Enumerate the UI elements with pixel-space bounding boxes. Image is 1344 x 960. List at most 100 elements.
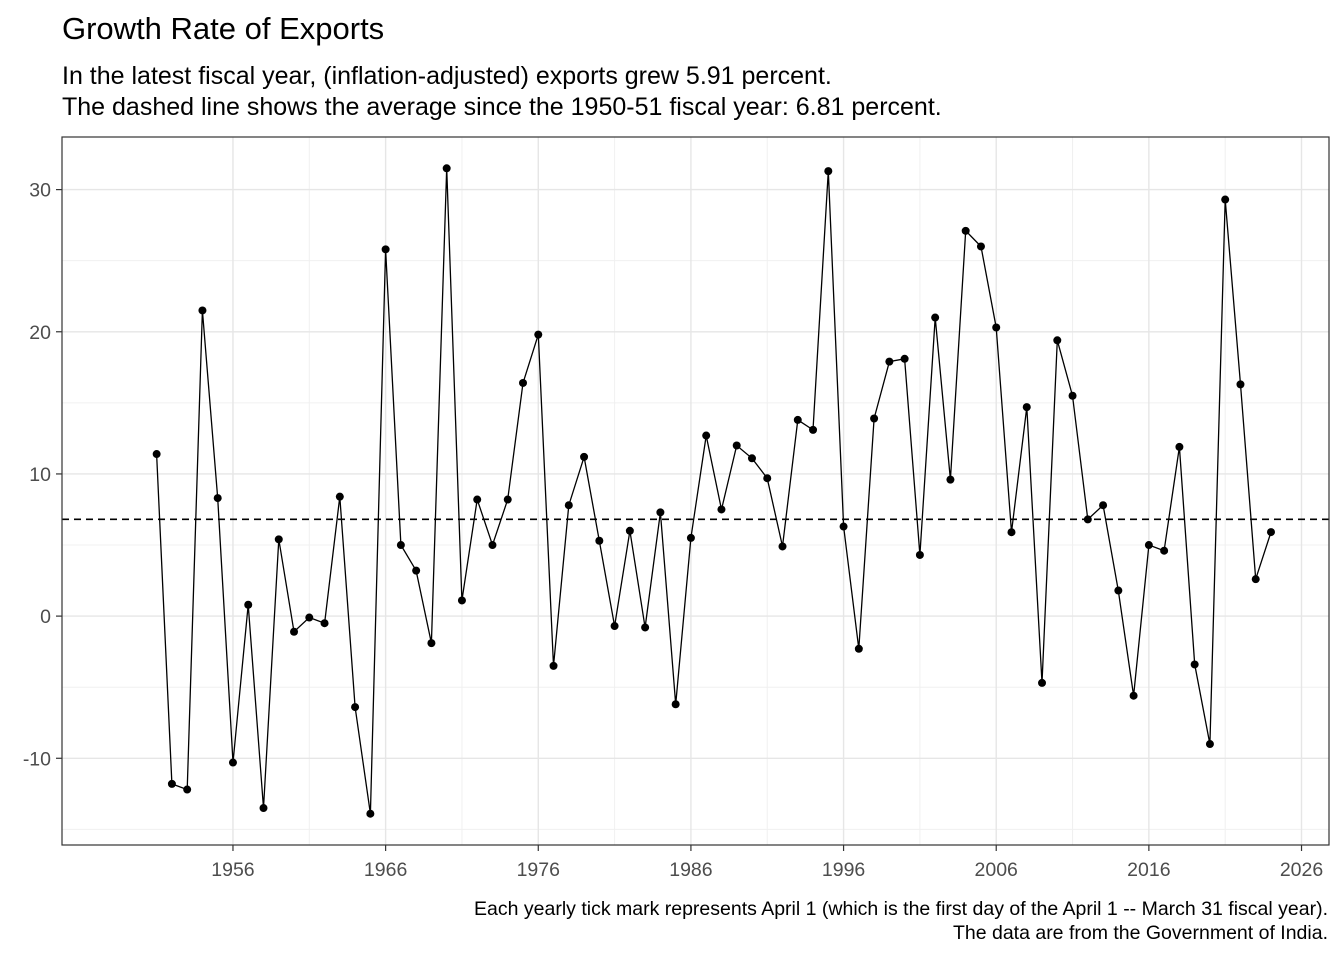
series-line — [155, 168, 1272, 814]
data-point — [366, 809, 375, 818]
y-tick-label: -10 — [23, 748, 51, 770]
data-point — [213, 494, 222, 503]
data-point — [1038, 678, 1047, 687]
y-tick-label: 20 — [29, 322, 51, 344]
data-point — [625, 526, 634, 535]
data-point — [427, 639, 436, 648]
data-point — [1099, 501, 1108, 510]
plot-panel-border — [61, 136, 1330, 846]
data-point — [1129, 691, 1138, 700]
data-point — [320, 619, 329, 628]
x-tick-label: 1966 — [364, 859, 407, 881]
data-point — [747, 454, 756, 463]
chart-caption-line-1: Each yearly tick mark represents April 1… — [474, 898, 1328, 920]
data-point — [274, 535, 283, 544]
data-point — [519, 378, 528, 387]
data-point — [457, 596, 466, 605]
data-point — [793, 415, 802, 424]
data-point — [610, 622, 619, 631]
y-tick-label: 10 — [29, 464, 51, 486]
data-point — [1251, 575, 1260, 584]
data-point — [580, 452, 589, 461]
data-point — [763, 474, 772, 483]
data-point — [656, 508, 665, 517]
data-point — [946, 475, 955, 484]
data-point — [839, 522, 848, 531]
data-point — [702, 431, 711, 440]
data-point — [473, 495, 482, 504]
chart-subtitle-line-2: The dashed line shows the average since … — [62, 93, 942, 121]
data-point — [824, 167, 833, 176]
data-point — [1190, 660, 1199, 669]
x-tick-label: 2016 — [1127, 859, 1170, 881]
y-tick-label: 0 — [40, 606, 51, 628]
data-point — [442, 164, 451, 173]
data-point — [351, 703, 360, 712]
data-point — [488, 541, 497, 550]
data-point — [1236, 380, 1245, 389]
data-point — [1205, 740, 1214, 749]
data-point — [305, 613, 314, 622]
data-point — [1083, 515, 1092, 524]
series-line-group — [155, 168, 1272, 814]
data-point — [595, 536, 604, 545]
data-point — [1160, 546, 1169, 555]
data-point — [259, 804, 268, 813]
minor-gridlines — [62, 137, 1329, 845]
data-point — [778, 542, 787, 551]
data-point — [152, 450, 161, 459]
x-tick-label: 1976 — [517, 859, 560, 881]
data-point — [1114, 586, 1123, 595]
data-point — [1221, 195, 1230, 204]
data-point — [244, 600, 253, 609]
data-point — [1022, 403, 1031, 412]
data-points — [152, 164, 1275, 818]
data-point — [900, 354, 909, 363]
data-point — [198, 306, 207, 315]
data-point — [1266, 528, 1275, 537]
data-point — [1007, 528, 1016, 537]
x-tick-label: 1986 — [669, 859, 712, 881]
data-point — [335, 492, 344, 501]
data-point — [854, 644, 863, 653]
data-point — [931, 313, 940, 322]
data-point — [1144, 541, 1153, 550]
data-point — [717, 505, 726, 514]
chart-subtitle-line-1: In the latest fiscal year, (inflation-ad… — [62, 62, 832, 90]
data-point — [961, 226, 970, 235]
data-point — [228, 758, 237, 767]
data-point — [870, 414, 879, 423]
data-point — [686, 533, 695, 542]
data-point — [290, 627, 299, 636]
data-point — [1175, 442, 1184, 451]
data-point — [564, 501, 573, 510]
data-point — [167, 779, 176, 788]
data-point — [915, 550, 924, 559]
data-point — [534, 330, 543, 339]
data-point — [671, 700, 680, 709]
data-point — [503, 495, 512, 504]
data-point — [732, 441, 741, 450]
data-point — [396, 541, 405, 550]
data-point — [412, 566, 421, 575]
x-tick-label: 1996 — [822, 859, 865, 881]
data-point — [381, 245, 390, 254]
data-point — [885, 357, 894, 366]
data-point — [992, 323, 1001, 332]
data-point — [1068, 391, 1077, 400]
data-point — [976, 242, 985, 251]
x-tick-label: 2006 — [975, 859, 1018, 881]
data-point — [1053, 336, 1062, 345]
major-gridlines — [62, 137, 1329, 845]
y-tick-label: 30 — [29, 180, 51, 202]
data-point — [183, 785, 192, 794]
data-point — [809, 425, 818, 434]
data-point — [641, 623, 650, 632]
axes: 1956 1966 1976 1986 1996 2006 2016 2026 -10 0 10 20… — [23, 136, 1330, 881]
x-tick-label: 1956 — [211, 859, 254, 881]
chart-caption-line-2: The data are from the Government of Indi… — [952, 922, 1328, 944]
data-point — [549, 661, 558, 670]
chart-title: Growth Rate of Exports — [62, 11, 385, 46]
x-tick-label: 2026 — [1280, 859, 1323, 881]
